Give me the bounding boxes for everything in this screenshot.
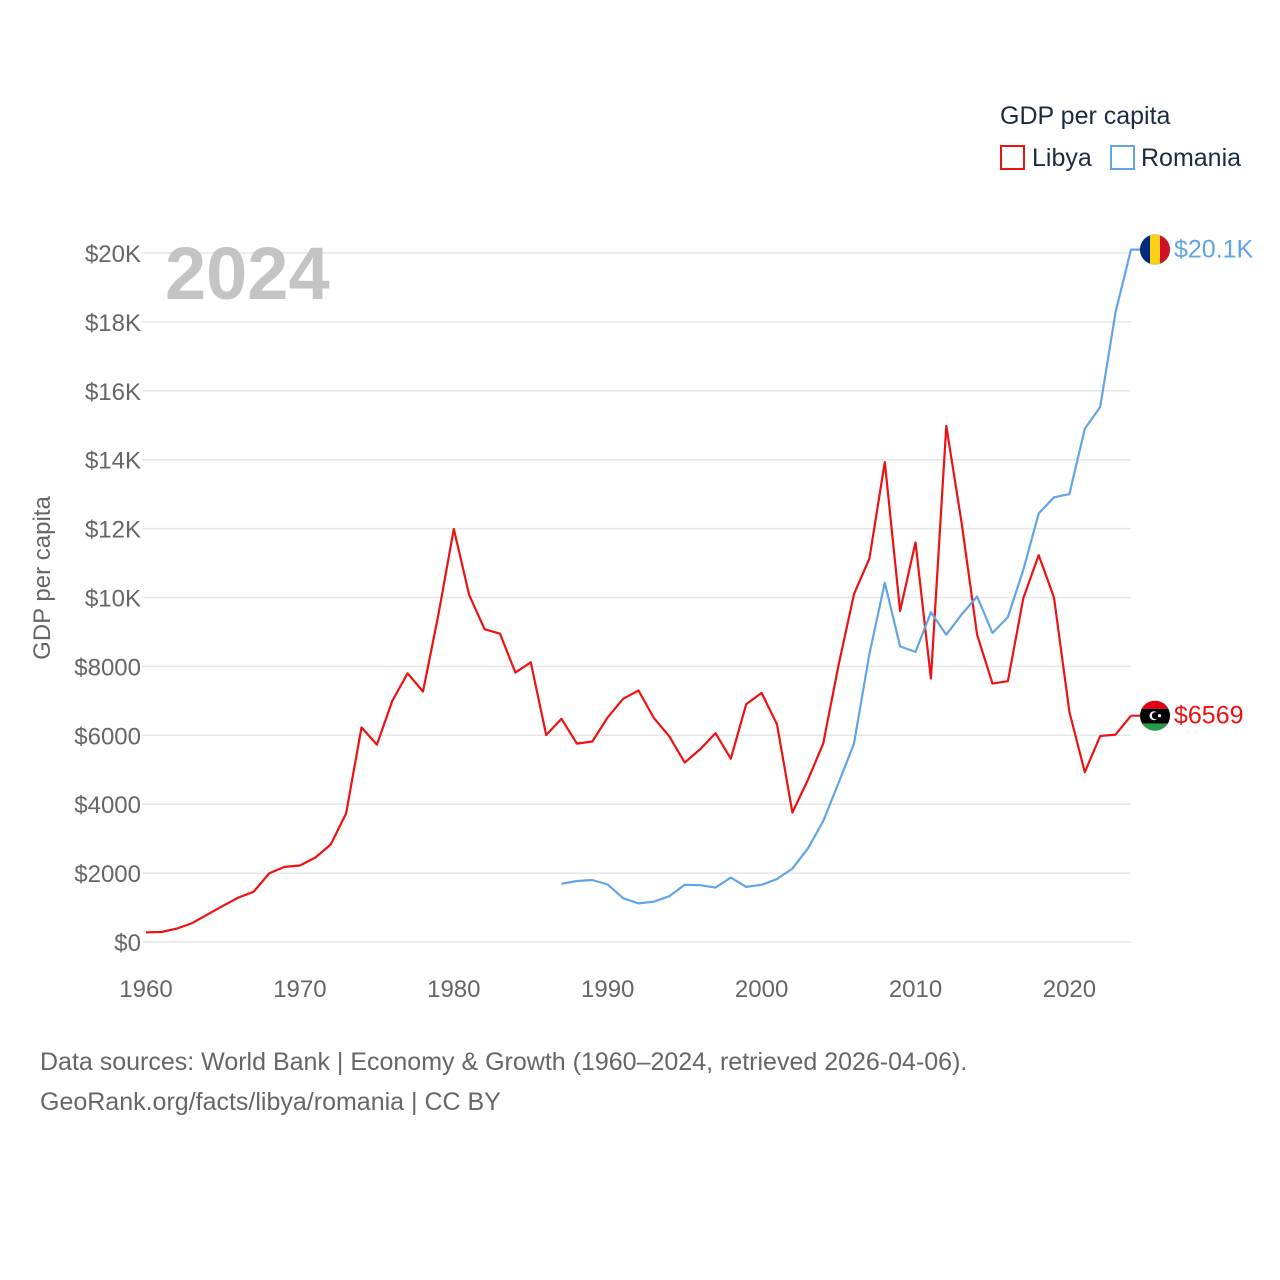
- y-tick-label: $16K: [85, 379, 141, 406]
- y-tick-label: $20K: [85, 241, 141, 268]
- y-tick-label: $6000: [74, 723, 141, 750]
- x-tick-label: 1970: [273, 976, 326, 1003]
- legend-title: GDP per capita: [1000, 102, 1171, 130]
- y-tick-label: $0: [114, 930, 141, 957]
- x-axis-ticks: 1960 1970 1980 1990 2000 2010 2020: [119, 976, 1096, 1003]
- x-tick-label: 1960: [119, 976, 172, 1003]
- romania-flag-icon: [1139, 234, 1171, 266]
- y-tick-label: $18K: [85, 310, 141, 337]
- legend-item-libya[interactable]: Libya: [1000, 144, 1092, 172]
- y-tick-label: $2000: [74, 861, 141, 888]
- footer: Data sources: World Bank | Economy & Gro…: [40, 1042, 967, 1122]
- libya-flag-icon: [1139, 700, 1171, 732]
- grid-lines: [142, 252, 1131, 943]
- end-value-label-romania: $20.1K: [1174, 236, 1254, 264]
- year-watermark: 2024: [165, 232, 330, 315]
- series-line-romania[interactable]: [561, 248, 1147, 905]
- x-tick-label: 2020: [1043, 976, 1096, 1003]
- legend-item-romania[interactable]: Romania: [1110, 144, 1241, 172]
- x-tick-label: 2010: [889, 976, 942, 1003]
- series-line-libya[interactable]: [145, 424, 1132, 934]
- legend-swatch-libya: [1000, 145, 1025, 170]
- y-tick-label: $10K: [85, 586, 141, 613]
- legend: GDP per capita Libya Romania: [1000, 102, 1241, 172]
- end-value-label-libya: $6569: [1174, 702, 1244, 730]
- y-tick-label: $4000: [74, 792, 141, 819]
- legend-label-libya: Libya: [1032, 144, 1092, 172]
- legend-label-romania: Romania: [1141, 144, 1241, 172]
- footer-sources: Data sources: World Bank | Economy & Gro…: [40, 1048, 968, 1076]
- y-tick-label: $8000: [74, 654, 141, 681]
- x-tick-label: 2000: [735, 976, 788, 1003]
- footer-attribution[interactable]: GeoRank.org/facts/libya/romania | CC BY: [40, 1088, 501, 1116]
- series-end-markers: $6569 $20.1K: [1131, 234, 1254, 732]
- x-tick-label: 1990: [581, 976, 634, 1003]
- y-tick-label: $14K: [85, 448, 141, 475]
- y-axis-ticks: $0 $2000 $4000 $6000 $8000 $10K $12K $14K $16K $1…: [74, 241, 141, 957]
- legend-swatch-romania: [1110, 145, 1135, 170]
- y-tick-label: $12K: [85, 517, 141, 544]
- x-tick-label: 1980: [427, 976, 480, 1003]
- y-axis-title: GDP per capita: [29, 496, 56, 660]
- series-lines: [145, 248, 1147, 934]
